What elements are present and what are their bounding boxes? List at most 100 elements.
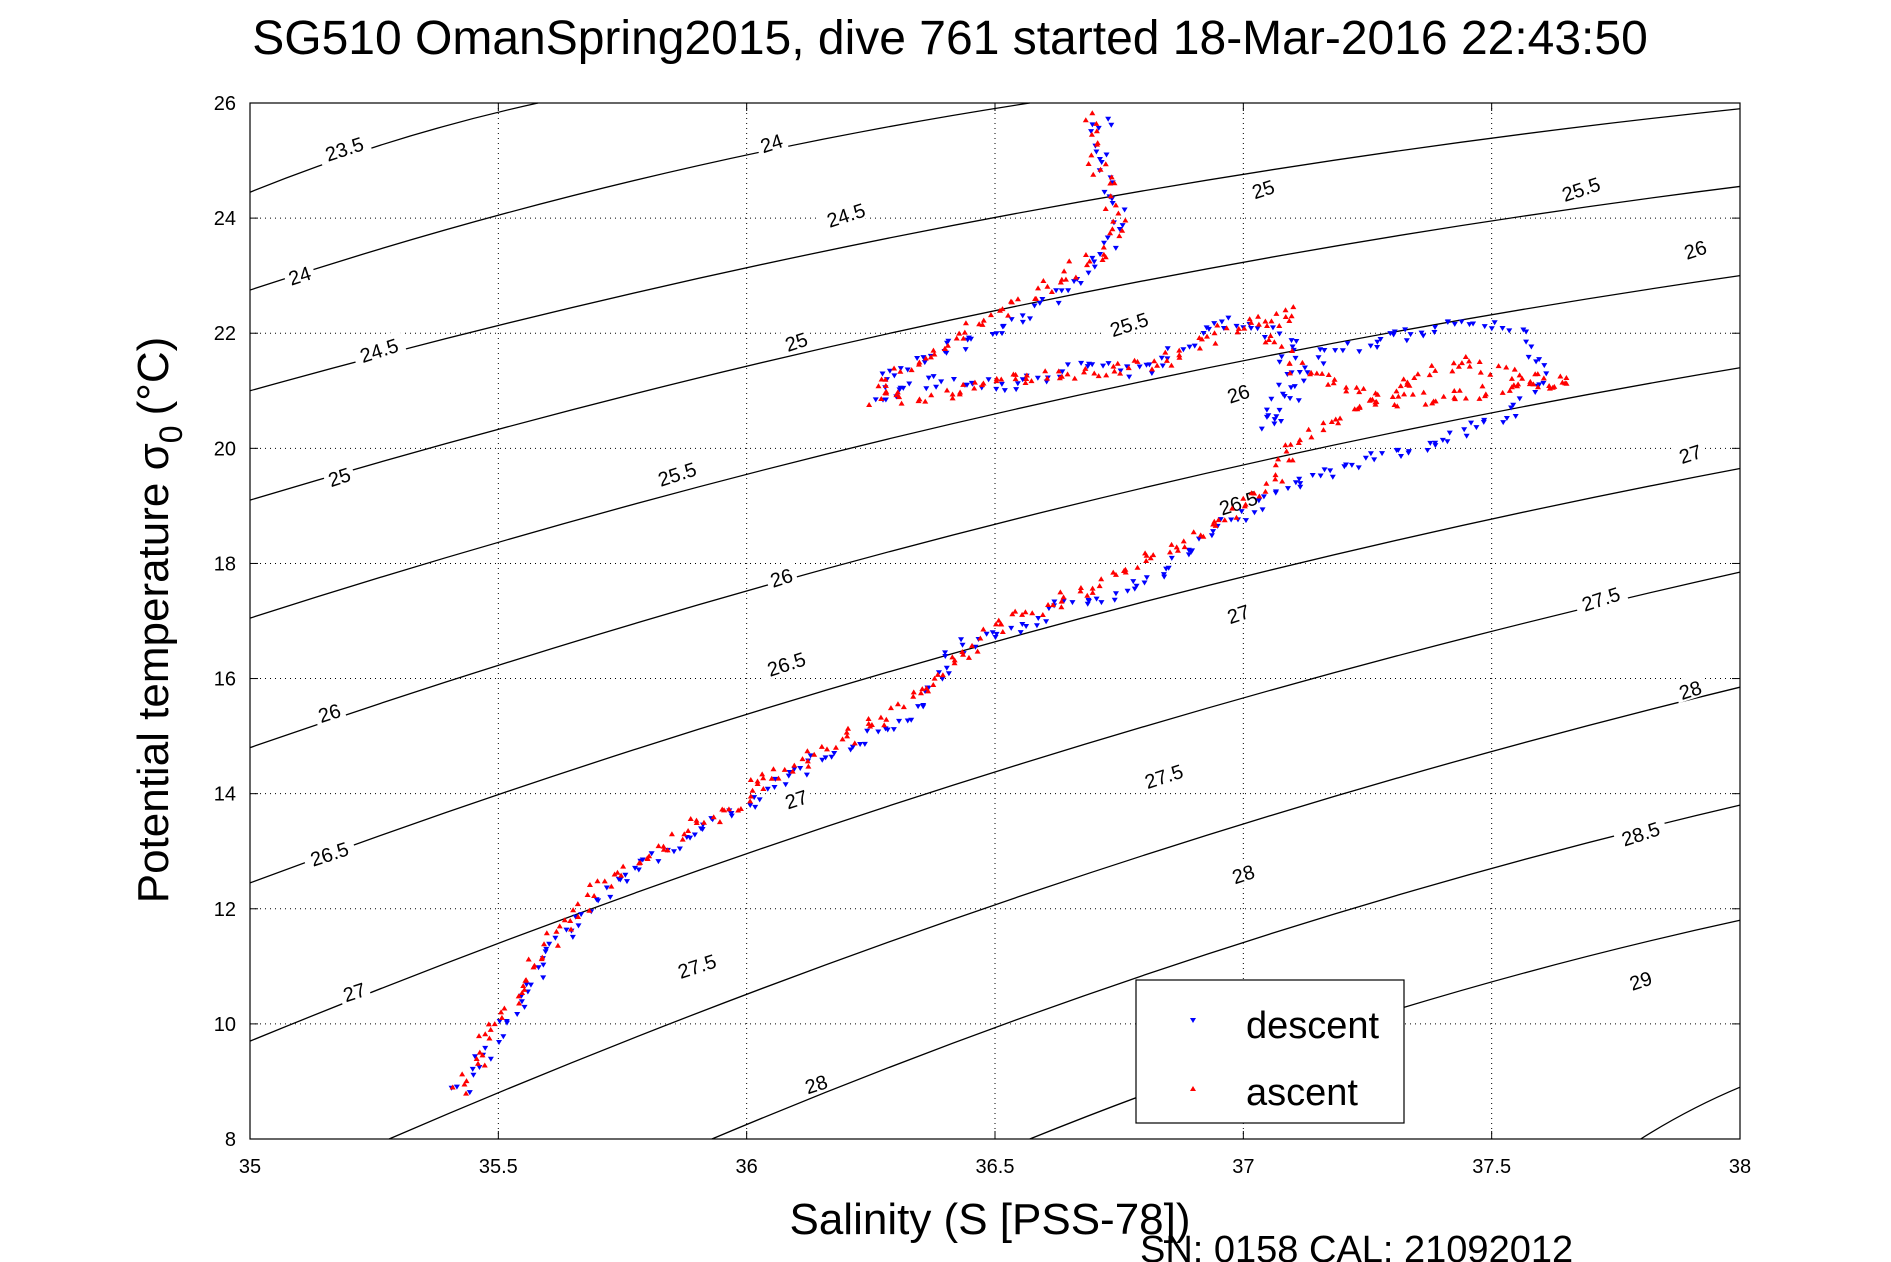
contour-label-group: 26.5 bbox=[300, 833, 357, 872]
ascent-point bbox=[1110, 218, 1117, 224]
ascent-point bbox=[897, 368, 904, 374]
descent-point bbox=[1023, 623, 1030, 629]
contour-label-group: 28 bbox=[1225, 857, 1261, 889]
ascent-point bbox=[1089, 589, 1096, 595]
ascent-point bbox=[1057, 279, 1064, 285]
ascent-point bbox=[1200, 533, 1207, 539]
descent-point bbox=[1225, 315, 1232, 321]
descent-point bbox=[1069, 600, 1076, 606]
descent-point bbox=[691, 832, 698, 838]
descent-point bbox=[1317, 347, 1324, 353]
ascent-point bbox=[1409, 391, 1416, 397]
descent-point bbox=[500, 1034, 507, 1040]
ascent-point bbox=[1028, 378, 1035, 384]
ascent-point bbox=[915, 398, 922, 404]
ascent-point bbox=[1112, 202, 1119, 208]
descent-point bbox=[930, 374, 937, 380]
descent-point bbox=[1091, 264, 1098, 270]
ascent-point bbox=[1094, 141, 1101, 147]
ascent-point bbox=[747, 777, 754, 783]
density-contour-line bbox=[711, 804, 1741, 1140]
contour-label-group: 27.5 bbox=[668, 945, 725, 984]
ascent-point bbox=[1095, 373, 1102, 379]
descent-point bbox=[1461, 427, 1468, 433]
descent-point bbox=[959, 642, 966, 648]
descent-point bbox=[1327, 468, 1334, 474]
ascent-point bbox=[1090, 171, 1097, 177]
ascent-point bbox=[716, 819, 723, 825]
descent-point bbox=[985, 377, 992, 383]
ascent-point bbox=[1397, 383, 1404, 389]
contour-label-bg bbox=[817, 194, 874, 232]
ascent-point bbox=[1519, 375, 1526, 381]
contour-label-bg bbox=[1244, 172, 1281, 203]
descent-point bbox=[771, 784, 778, 790]
descent-point bbox=[920, 703, 927, 709]
ascent-point bbox=[498, 1009, 505, 1015]
descent-point bbox=[1096, 156, 1103, 162]
descent-point bbox=[482, 1045, 489, 1051]
descent-point bbox=[648, 851, 655, 857]
ascent-point bbox=[1107, 193, 1114, 199]
ascent-point bbox=[789, 768, 796, 774]
descent-point bbox=[466, 1090, 473, 1096]
ascent-point bbox=[681, 831, 688, 837]
descent-point bbox=[728, 813, 735, 819]
descent-point bbox=[1017, 630, 1024, 636]
ascent-point bbox=[1093, 120, 1100, 126]
descent-point bbox=[1292, 355, 1299, 361]
ascent-point bbox=[1147, 555, 1154, 561]
descent-point bbox=[943, 665, 950, 671]
contour-label-group: 24.5 bbox=[350, 330, 407, 368]
density-contour-line bbox=[249, 571, 1741, 1042]
ascent-point bbox=[1082, 252, 1089, 258]
x-axis-label: Salinity (S [PSS-78]) bbox=[789, 1195, 1190, 1244]
ascent-point bbox=[1462, 395, 1469, 401]
ascent-point bbox=[845, 725, 852, 731]
ascent-point bbox=[960, 381, 967, 387]
descent-point bbox=[1164, 346, 1171, 352]
ascent-point bbox=[1487, 371, 1494, 377]
descent-point bbox=[989, 331, 996, 337]
ascent-point bbox=[1287, 441, 1294, 447]
ascent-point bbox=[1082, 365, 1089, 371]
ascent-point bbox=[1096, 583, 1103, 589]
ascent-point bbox=[646, 853, 653, 859]
descent-point bbox=[1031, 303, 1038, 309]
descent-point bbox=[1148, 371, 1155, 377]
descent-point bbox=[875, 729, 882, 735]
ascent-point bbox=[1110, 569, 1117, 575]
ascent-point bbox=[969, 642, 976, 648]
ascent-point bbox=[1404, 379, 1411, 385]
ascent-point bbox=[1058, 604, 1065, 610]
ascent-point bbox=[1122, 569, 1129, 575]
descent-point bbox=[962, 347, 969, 353]
ascent-point bbox=[949, 395, 956, 401]
descent-point bbox=[1402, 327, 1409, 333]
descent-point bbox=[622, 872, 629, 878]
ascent-point bbox=[1286, 457, 1293, 463]
ascent-point bbox=[843, 729, 850, 735]
descent-point bbox=[1374, 344, 1381, 350]
descent-point bbox=[535, 965, 542, 971]
ascent-point bbox=[1196, 345, 1203, 351]
descent-point bbox=[897, 366, 904, 372]
ascent-point bbox=[1086, 258, 1093, 264]
x-tick-label: 37 bbox=[1232, 1156, 1254, 1178]
descent-point bbox=[1141, 580, 1148, 586]
ascent-point bbox=[931, 351, 938, 357]
descent-point bbox=[764, 786, 771, 792]
descent-point bbox=[1124, 588, 1131, 594]
ascent-point bbox=[965, 654, 972, 660]
descent-point bbox=[1536, 357, 1543, 363]
descent-point bbox=[1525, 354, 1532, 360]
descent-point bbox=[914, 355, 921, 361]
x-ticks: 35 35.5 36 36.5 37 37.5 38 bbox=[239, 103, 1751, 1178]
ascent-point bbox=[1107, 180, 1114, 186]
descent-point bbox=[1064, 362, 1071, 368]
ascent-point bbox=[530, 964, 537, 970]
ascent-point bbox=[971, 379, 978, 385]
contour-label-bg bbox=[763, 560, 799, 592]
ascent-point bbox=[941, 345, 948, 351]
descent-point bbox=[1200, 330, 1207, 336]
